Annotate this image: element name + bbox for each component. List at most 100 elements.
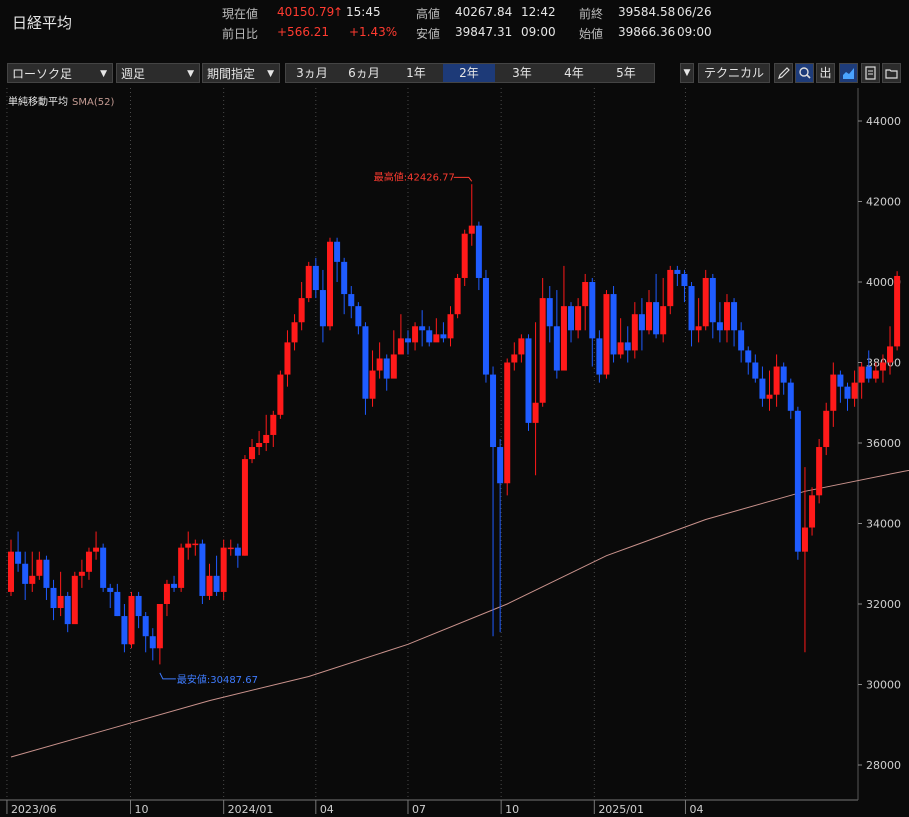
- period-tabs: 3ヵ月 6ヵ月 1年 2年 3年 4年 5年: [285, 63, 655, 83]
- candle-down: [15, 551, 22, 564]
- candle-down: [419, 326, 426, 331]
- y-tick-label: 28000: [866, 759, 901, 772]
- x-tick-label: 04: [320, 803, 334, 816]
- candle-up: [376, 358, 383, 371]
- candle-up: [816, 447, 823, 496]
- candle-up: [695, 326, 702, 331]
- candle-down: [624, 342, 631, 351]
- candle-up: [851, 382, 858, 399]
- period-3m[interactable]: 3ヵ月: [296, 66, 328, 80]
- candle-up: [809, 495, 816, 528]
- candle-down: [199, 543, 206, 596]
- candle-up: [766, 394, 773, 399]
- indicator-legend: 単純移動平均 SMA(52): [8, 93, 114, 108]
- candle-up: [163, 583, 170, 604]
- open-price-value: 39866.36: [618, 25, 676, 39]
- x-tick-label: 07: [412, 803, 426, 816]
- candle-up: [894, 275, 901, 347]
- candle-up: [723, 302, 730, 331]
- area-chart-button[interactable]: [839, 63, 858, 83]
- open-price-label: 始値: [579, 27, 604, 41]
- candle-down: [716, 322, 723, 331]
- candle-up: [227, 547, 234, 550]
- period-1y[interactable]: 1年: [406, 66, 426, 80]
- candle-up: [412, 326, 419, 343]
- period-4y[interactable]: 4年: [564, 66, 584, 80]
- candle-down: [114, 591, 121, 617]
- candle-up: [369, 370, 376, 399]
- candle-down: [22, 563, 29, 584]
- draw-button[interactable]: [774, 63, 793, 83]
- candle-up: [582, 282, 589, 307]
- change-label: 前日比: [222, 27, 259, 41]
- chevron-down-icon: ▼: [683, 68, 691, 78]
- candle-up: [263, 434, 270, 443]
- open-folder-button[interactable]: [882, 63, 901, 83]
- x-tick-label: 2025/01: [598, 803, 644, 816]
- chevron-down-icon: ▼: [100, 69, 107, 79]
- high-price-time: 12:42: [521, 5, 556, 19]
- candle-down: [426, 330, 433, 343]
- x-tick-label: 04: [689, 803, 703, 816]
- period-dropdown-button[interactable]: ▼: [680, 63, 694, 83]
- zoom-button[interactable]: [795, 63, 814, 83]
- interval-select[interactable]: 週足 ▼: [116, 63, 200, 83]
- candle-up: [270, 414, 277, 435]
- period-mode-select[interactable]: 期間指定 ▼: [202, 63, 280, 83]
- candle-down: [482, 277, 489, 375]
- technical-button[interactable]: テクニカル: [698, 63, 770, 83]
- y-tick-label: 42000: [866, 196, 901, 209]
- document-icon: [865, 66, 876, 80]
- y-tick-label: 44000: [866, 115, 901, 128]
- candle-up: [631, 314, 638, 351]
- candlestick-chart[interactable]: 2800030000320003400036000380004000042000…: [0, 88, 909, 817]
- period-3y[interactable]: 3年: [512, 66, 532, 80]
- candle-up: [879, 362, 886, 371]
- low-price-value: 39847.31: [455, 25, 513, 39]
- folder-icon: [885, 69, 898, 79]
- candle-up: [206, 575, 213, 596]
- candle-down: [135, 595, 142, 617]
- magnifier-icon: [799, 67, 811, 79]
- save-button[interactable]: [861, 63, 880, 83]
- y-tick-label: 34000: [866, 518, 901, 531]
- quote-header: 日経平均 現在値 40150.79 ↑ 15:45 高値 40267.84 12…: [0, 0, 909, 58]
- candle-down: [653, 302, 660, 335]
- period-6m[interactable]: 6ヵ月: [348, 66, 380, 80]
- pencil-icon: [778, 67, 790, 79]
- candle-up: [29, 575, 36, 584]
- candle-up: [220, 547, 227, 592]
- current-price-label: 現在値: [222, 7, 259, 21]
- candle-up: [85, 551, 92, 572]
- candle-down: [213, 575, 220, 592]
- candle-down: [149, 636, 156, 649]
- low-price-label: 安値: [416, 27, 441, 41]
- min-annotation-label: 最安値:30487.67: [177, 673, 258, 686]
- chart-type-value: ローソク足: [12, 67, 73, 81]
- candle-down: [362, 326, 369, 399]
- y-tick-label: 40000: [866, 276, 901, 289]
- candle-down: [64, 595, 71, 625]
- open-price-time: 09:00: [677, 25, 712, 39]
- period-5y[interactable]: 5年: [616, 66, 636, 80]
- candle-up: [298, 298, 305, 323]
- volume-button[interactable]: 出: [816, 63, 835, 83]
- period-2y[interactable]: 2年: [443, 64, 495, 82]
- candle-down: [440, 334, 447, 339]
- chart-type-select[interactable]: ローソク足 ▼: [7, 63, 113, 83]
- candle-down: [681, 273, 688, 287]
- candle-up: [603, 294, 610, 375]
- interval-value: 週足: [121, 67, 146, 81]
- candle-down: [355, 306, 362, 327]
- candle-up: [305, 265, 312, 299]
- x-tick-label: 10: [134, 803, 148, 816]
- candle-down: [638, 314, 645, 331]
- high-price-label: 高値: [416, 7, 441, 21]
- candle-down: [334, 241, 341, 262]
- candle-up: [249, 447, 256, 460]
- min-annotation-leader: [159, 672, 176, 680]
- sma-line: [10, 469, 909, 758]
- y-tick-label: 32000: [866, 598, 901, 611]
- candle-up: [447, 314, 454, 339]
- high-price-value: 40267.84: [455, 5, 513, 19]
